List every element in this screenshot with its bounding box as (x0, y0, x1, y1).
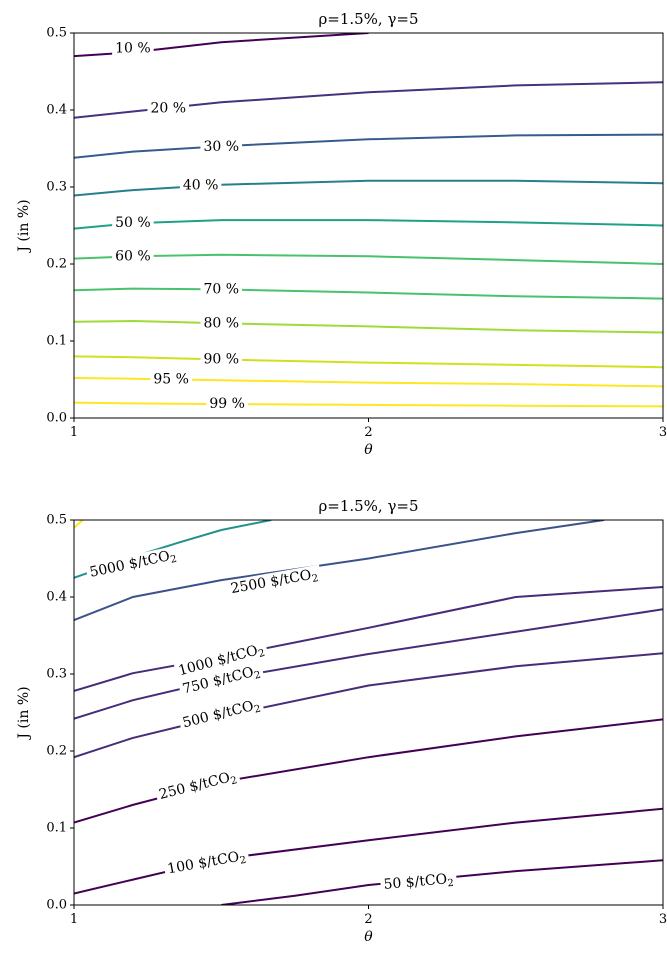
x-tick-label-1: 2 (364, 912, 372, 927)
contour-label-4: 50 % (115, 215, 151, 231)
chart-title: ρ=1.5%, γ=5 (318, 497, 418, 515)
contour-label-1: 5000 $/tCO2 (88, 547, 178, 582)
y-tick-label-3: 0.3 (46, 667, 67, 682)
y-tick-label-1: 0.1 (46, 821, 67, 836)
contour-label-1: 20 % (150, 100, 186, 116)
contour-label-5: 500 $/tCO2 (181, 697, 262, 733)
x-tick-label-2: 3 (659, 425, 667, 440)
contour-line-5 (74, 255, 663, 264)
contour-line-10 (74, 403, 663, 407)
y-tick-label-0: 0.0 (46, 411, 67, 426)
y-tick-label-2: 0.2 (46, 744, 67, 759)
contour-lines (74, 33, 663, 406)
contour-line-6 (74, 289, 663, 299)
contour-line-3 (74, 181, 663, 196)
x-axis-label: θ (364, 929, 373, 945)
contour-line-7 (74, 809, 663, 894)
contour-line-2 (74, 135, 663, 158)
contour-line-6 (74, 719, 663, 822)
contour-label-0: 10 % (115, 40, 151, 56)
y-tick-label-3: 0.3 (46, 180, 67, 195)
chart-panel-top: 10 % 20 % 30 % 40 % 50 % 60 % 70 % 80 % 90 % 95 %… (16, 10, 667, 458)
y-tick-label-5: 0.5 (46, 513, 67, 528)
axes-frame (74, 33, 663, 418)
contour-label-6: 70 % (203, 281, 239, 297)
contour-line-0 (74, 520, 83, 528)
contour-label-7: 100 $/tCO2 (166, 848, 247, 879)
contour-lines (74, 520, 663, 905)
y-tick-label-5: 0.5 (46, 26, 67, 41)
contour-line-7 (74, 321, 663, 333)
contour-label-5: 60 % (115, 248, 151, 264)
y-tick-label-1: 0.1 (46, 334, 67, 349)
axes-frame (74, 520, 663, 905)
y-tick-label-2: 0.2 (46, 257, 67, 272)
contour-label-8: 90 % (203, 351, 239, 367)
contour-line-4 (74, 609, 663, 718)
y-tick-label-0: 0.0 (46, 898, 67, 913)
contour-label-2: 30 % (203, 139, 239, 155)
y-tick-label-4: 0.4 (46, 103, 67, 118)
x-tick-label-1: 2 (364, 425, 372, 440)
x-axis-label: θ (364, 442, 373, 458)
contour-label-7: 80 % (203, 315, 239, 331)
contour-label-3: 40 % (183, 177, 219, 193)
contour-line-3 (74, 587, 663, 691)
x-tick-label-0: 1 (70, 425, 78, 440)
y-tick-label-4: 0.4 (46, 590, 67, 605)
y-axis-label: J (in %) (16, 199, 32, 253)
contour-label-6: 250 $/tCO2 (157, 768, 238, 804)
x-tick-label-2: 3 (659, 912, 667, 927)
chart-title: ρ=1.5%, γ=5 (318, 10, 418, 28)
contour-line-8 (74, 356, 663, 367)
contour-label-2: 2500 $/tCO2 (230, 566, 320, 598)
y-axis-label: J (in %) (16, 686, 32, 740)
contour-label-10: 99 % (209, 396, 245, 412)
contour-label-9: 95 % (153, 372, 189, 388)
contour-line-4 (74, 220, 663, 229)
x-tick-label-0: 1 (70, 912, 78, 927)
